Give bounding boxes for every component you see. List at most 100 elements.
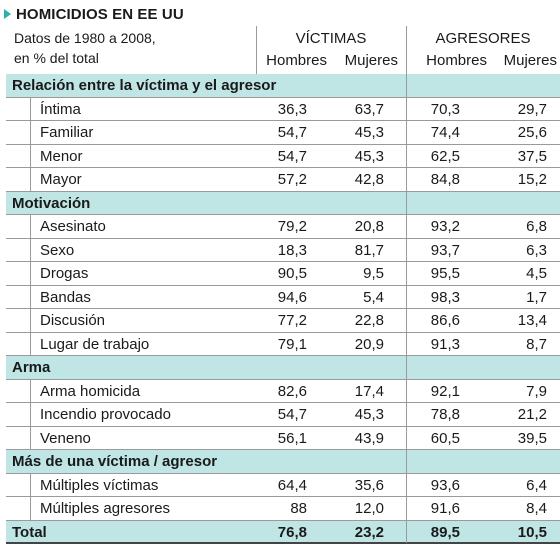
indent-divider <box>30 144 31 168</box>
indent-divider <box>30 238 31 262</box>
table-row: Lugar de trabajo 79,1 20,9 91,3 8,7 <box>6 332 560 356</box>
group-divider <box>406 215 407 239</box>
row-label: Menor <box>40 147 83 165</box>
group-divider <box>406 520 407 543</box>
section-title: Relación entre la víctima y el agresor <box>12 77 277 94</box>
group-divider <box>406 426 407 450</box>
cell-aggressors-men: 98,3 <box>430 288 460 306</box>
cell-victims-men: 79,1 <box>277 335 307 353</box>
cell-victims-men: 56,1 <box>277 429 307 447</box>
group-divider <box>406 379 407 403</box>
cell-aggressors-women: 1,7 <box>526 288 547 306</box>
cell-aggressors-women: 21,2 <box>517 406 547 423</box>
row-label: Drogas <box>40 265 89 282</box>
indent-divider <box>30 215 31 239</box>
row-label: Asesinato <box>40 218 106 235</box>
cell-aggressors-men: 86,6 <box>430 312 460 329</box>
cell-victims-women: 45,3 <box>354 124 384 141</box>
cell-aggressors-women: 8,7 <box>526 335 547 353</box>
cell-aggressors-men: 62,5 <box>430 147 460 165</box>
page-title: HOMICIDIOS EN EE UU <box>16 5 184 23</box>
cell-aggressors-men: 95,5 <box>430 265 460 282</box>
indent-divider <box>30 168 31 192</box>
cell-victims-men: 82,6 <box>277 382 307 400</box>
col-header-aggressors-women: Mujeres <box>503 52 557 69</box>
cell-aggressors-men: 91,6 <box>430 500 460 517</box>
row-label: Bandas <box>40 288 91 306</box>
section-header-row: Más de una víctima / agresor <box>6 450 560 474</box>
group-divider <box>406 262 407 286</box>
row-label: Discusión <box>40 312 106 329</box>
group-divider <box>406 332 407 356</box>
section-header-row: Arma <box>6 356 560 380</box>
cell-aggressors-men: 93,2 <box>430 218 460 235</box>
group-header-victims: VÍCTIMAS <box>295 30 367 47</box>
table-row: Múltiples agresores 88 12,0 91,6 8,4 <box>6 497 560 521</box>
section-header-row: Relación entre la víctima y el agresor <box>6 74 560 98</box>
cell-victims-women: 63,7 <box>354 100 384 118</box>
cell-victims-men: 54,7 <box>277 124 307 141</box>
cell-victims-women: 35,6 <box>354 476 384 494</box>
row-label: Múltiples agresores <box>40 500 171 517</box>
cell-aggressors-women: 8,4 <box>526 500 547 517</box>
table-row: Drogas 90,5 9,5 95,5 4,5 <box>6 262 560 286</box>
indent-divider <box>30 426 31 450</box>
indent-divider <box>30 497 31 521</box>
row-label: Mayor <box>40 171 82 188</box>
group-divider <box>406 285 407 309</box>
table-row: Menor 54,7 45,3 62,5 37,5 <box>6 144 560 168</box>
cell-aggressors-women: 10,5 <box>517 523 547 541</box>
cell-aggressors-men: 93,6 <box>430 476 460 494</box>
cell-victims-men: 57,2 <box>277 171 307 188</box>
cell-aggressors-women: 13,4 <box>517 312 547 329</box>
cell-aggressors-men: 78,8 <box>430 406 460 423</box>
table-row: Mayor 57,2 42,8 84,8 15,2 <box>6 168 560 192</box>
table-row: Arma homicida 82,6 17,4 92,1 7,9 <box>6 379 560 403</box>
group-divider <box>406 497 407 521</box>
arrow-bullet-icon <box>4 9 11 19</box>
cell-aggressors-women: 29,7 <box>517 100 547 118</box>
col-header-victims-women: Mujeres <box>344 52 398 69</box>
section-title: Arma <box>12 359 51 376</box>
row-label: Sexo <box>40 241 75 259</box>
row-label: Arma homicida <box>40 382 141 400</box>
cell-aggressors-women: 39,5 <box>517 429 547 447</box>
cell-victims-men: 76,8 <box>277 523 307 541</box>
cell-victims-women: 20,8 <box>354 218 384 235</box>
cell-aggressors-men: 74,4 <box>430 124 460 141</box>
cell-victims-women: 17,4 <box>354 382 384 400</box>
cell-aggressors-women: 6,8 <box>526 218 547 235</box>
group-divider <box>406 473 407 497</box>
table-row: Íntima 36,3 63,7 70,3 29,7 <box>6 97 560 121</box>
cell-aggressors-men: 70,3 <box>430 100 460 118</box>
table-row: Asesinato 79,2 20,8 93,2 6,8 <box>6 215 560 239</box>
indent-divider <box>30 473 31 497</box>
row-label: Lugar de trabajo <box>40 335 150 353</box>
row-label: Familiar <box>40 124 94 141</box>
group-divider <box>406 356 407 380</box>
data-table: Relación entre la víctima y el agresor Ín… <box>6 74 560 544</box>
cell-victims-women: 42,8 <box>354 171 384 188</box>
cell-victims-men: 18,3 <box>277 241 307 259</box>
table-row: Familiar 54,7 45,3 74,4 25,6 <box>6 121 560 145</box>
cell-victims-women: 9,5 <box>363 265 384 282</box>
subtitle-line-1: Datos de 1980 a 2008, <box>14 30 156 46</box>
group-divider <box>406 238 407 262</box>
row-label: Incendio provocado <box>40 406 171 423</box>
cell-victims-women: 20,9 <box>354 335 384 353</box>
table-row: Sexo 18,3 81,7 93,7 6,3 <box>6 238 560 262</box>
group-divider <box>406 74 407 98</box>
indent-divider <box>30 262 31 286</box>
table-row: Incendio provocado 54,7 45,3 78,8 21,2 <box>6 403 560 427</box>
table-row: Bandas 94,6 5,4 98,3 1,7 <box>6 285 560 309</box>
cell-victims-women: 45,3 <box>354 147 384 165</box>
title-row: HOMICIDIOS EN EE UU <box>0 2 184 26</box>
group-divider <box>406 121 407 145</box>
group-divider <box>406 168 407 192</box>
cell-aggressors-women: 15,2 <box>517 171 547 188</box>
indent-divider <box>30 121 31 145</box>
group-divider <box>406 309 407 333</box>
row-label: Íntima <box>40 100 81 118</box>
row-label: Múltiples víctimas <box>40 476 159 494</box>
